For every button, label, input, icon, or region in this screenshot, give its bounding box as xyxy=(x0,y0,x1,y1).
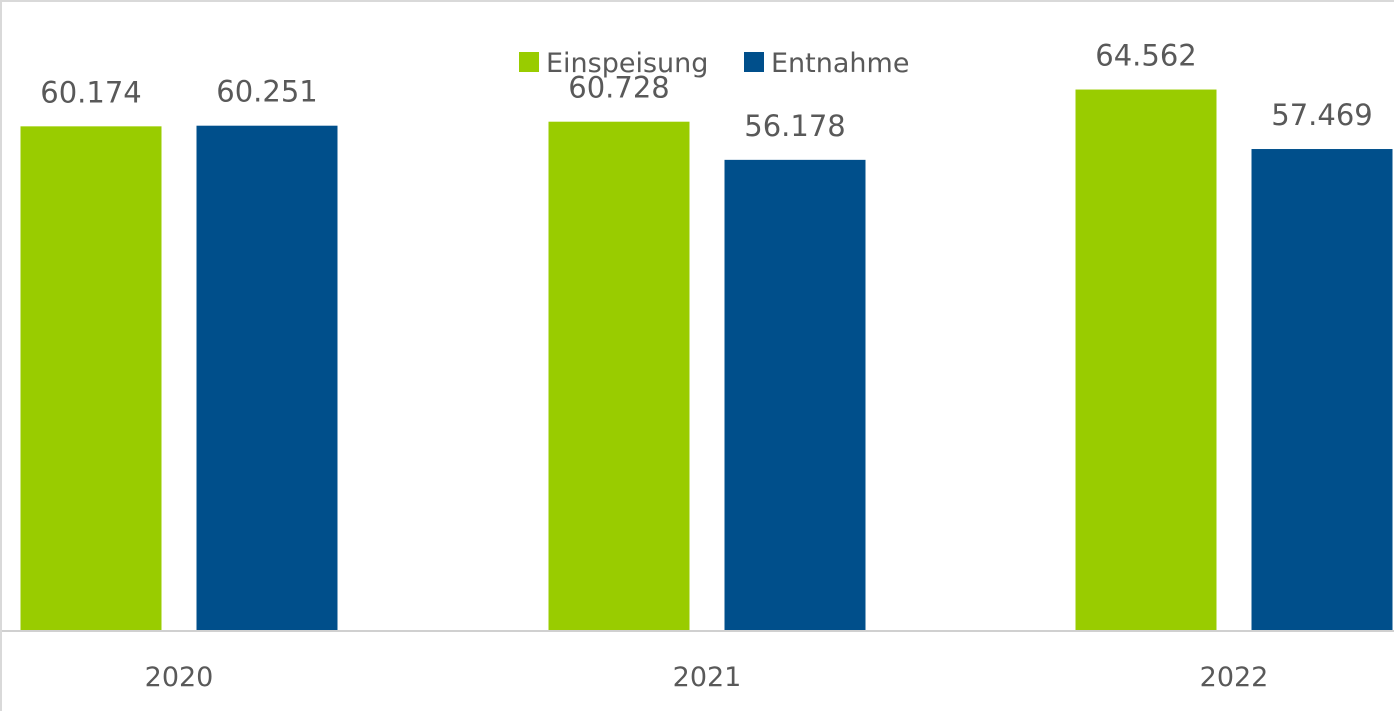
data-labels: 60.174 60.251 60.728 56.178 64.562 57.469 xyxy=(40,39,1372,143)
x-tick-label-2021: 2021 xyxy=(673,662,742,693)
data-label-entnahme-2022: 57.469 xyxy=(1271,98,1372,132)
data-label-entnahme-2020: 60.251 xyxy=(216,75,317,109)
bar-entnahme-2021 xyxy=(724,159,866,632)
bar-entnahme-2022 xyxy=(1251,149,1393,631)
data-label-einspeisung-2020: 60.174 xyxy=(40,75,141,109)
data-label-entnahme-2021: 56.178 xyxy=(744,109,845,143)
legend-label-entnahme: Entnahme xyxy=(771,48,909,79)
bars xyxy=(20,89,1393,632)
legend-swatch-einspeisung xyxy=(519,52,539,72)
data-label-einspeisung-2021: 60.728 xyxy=(568,71,669,105)
legend-label-einspeisung: Einspeisung xyxy=(546,48,708,79)
x-tick-label-2022: 2022 xyxy=(1200,662,1269,693)
x-tick-label-2020: 2020 xyxy=(145,662,214,693)
legend: Einspeisung Entnahme xyxy=(519,48,909,79)
bar-einspeisung-2022 xyxy=(1075,89,1217,631)
bar-einspeisung-2021 xyxy=(548,121,690,631)
data-label-einspeisung-2022: 64.562 xyxy=(1095,39,1196,73)
bar-einspeisung-2020 xyxy=(20,126,162,631)
x-axis-tick-labels: 2020 2021 2022 xyxy=(145,662,1269,693)
bar-entnahme-2020 xyxy=(196,125,338,631)
legend-swatch-entnahme xyxy=(744,52,764,72)
